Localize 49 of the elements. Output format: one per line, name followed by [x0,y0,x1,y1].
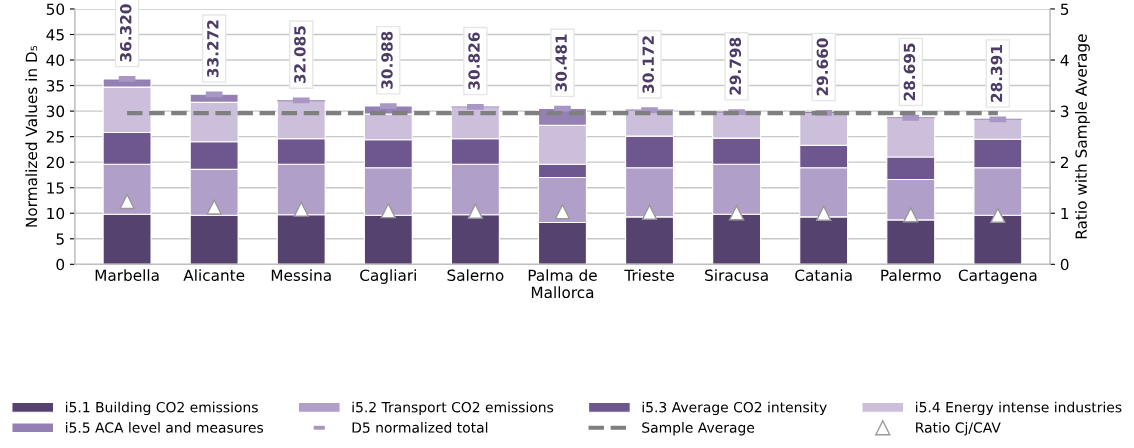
legend-label: Ratio Cj/CAV [916,422,1001,436]
y2-axis-title: Ratio with Sample Average [1075,34,1090,239]
data-label: 30.988 [381,31,393,89]
y-tick-label: 15 [47,182,64,194]
y-tick-label: 35 [46,80,64,92]
data-label: 29.798 [729,37,742,95]
x-tick-label: Alicante [183,269,245,282]
x-tick-label: Salerno [447,269,504,282]
y2-tick-label: 5 [1060,3,1069,15]
data-label: 33.272 [207,20,219,78]
x-tick-label: Messina [271,269,331,282]
data-label: 30.826 [468,32,480,90]
y2-tick-label: 2 [1060,156,1068,168]
y-tick-label: 25 [46,131,64,143]
x-tick-label: Palermo [881,269,941,282]
x-tick-label: Marbella [95,269,159,282]
legend-label: Sample Average [642,422,755,436]
y-tick-label: 50 [46,3,65,15]
y-tick-label: 30 [46,105,65,118]
data-label: 29.660 [816,38,829,96]
data-label: 30.481 [555,34,567,92]
x-tick-label: Palma de Mallorca [528,269,597,299]
y-tick-label: 10 [47,207,65,220]
y-tick-label: 5 [56,233,64,245]
y-tick-label: 0 [56,258,65,271]
data-label: 30.172 [642,36,654,93]
data-label: 28.391 [990,45,1003,102]
x-tick-label: Cartagena [958,269,1037,284]
data-label: 36.320 [119,4,132,62]
x-tick-label: Siracusa [705,269,768,282]
x-tick-label: Trieste [624,269,674,282]
data-label: 28.695 [903,43,916,101]
legend-label: i5.1 Building CO2 emissions [66,401,258,416]
x-tick-label: Cagliari [360,269,416,284]
x-tick-label: Catania [795,269,852,282]
legend-label: i5.4 Energy intense industries [916,401,1122,416]
y2-tick-label: 4 [1060,54,1069,66]
y2-tick-label: 3 [1060,105,1069,118]
legend-label: i5.3 Average CO2 intensity [642,401,827,416]
legend-label: i5.2 Transport CO2 emissions [352,401,554,416]
data-label: 32.085 [294,26,306,84]
y-tick-label: 45 [46,29,64,41]
legend-label: i5.5 ACA level and measures [66,422,264,433]
y-tick-label: 40 [46,54,65,67]
legend-label: D5 normalized total [352,422,488,433]
y2-tick-label: 0 [1060,258,1069,271]
y2-tick-label: 1 [1061,207,1069,220]
y-axis-title: Normalized Values in D₅ [25,45,38,227]
y-tick-label: 20 [46,156,65,169]
